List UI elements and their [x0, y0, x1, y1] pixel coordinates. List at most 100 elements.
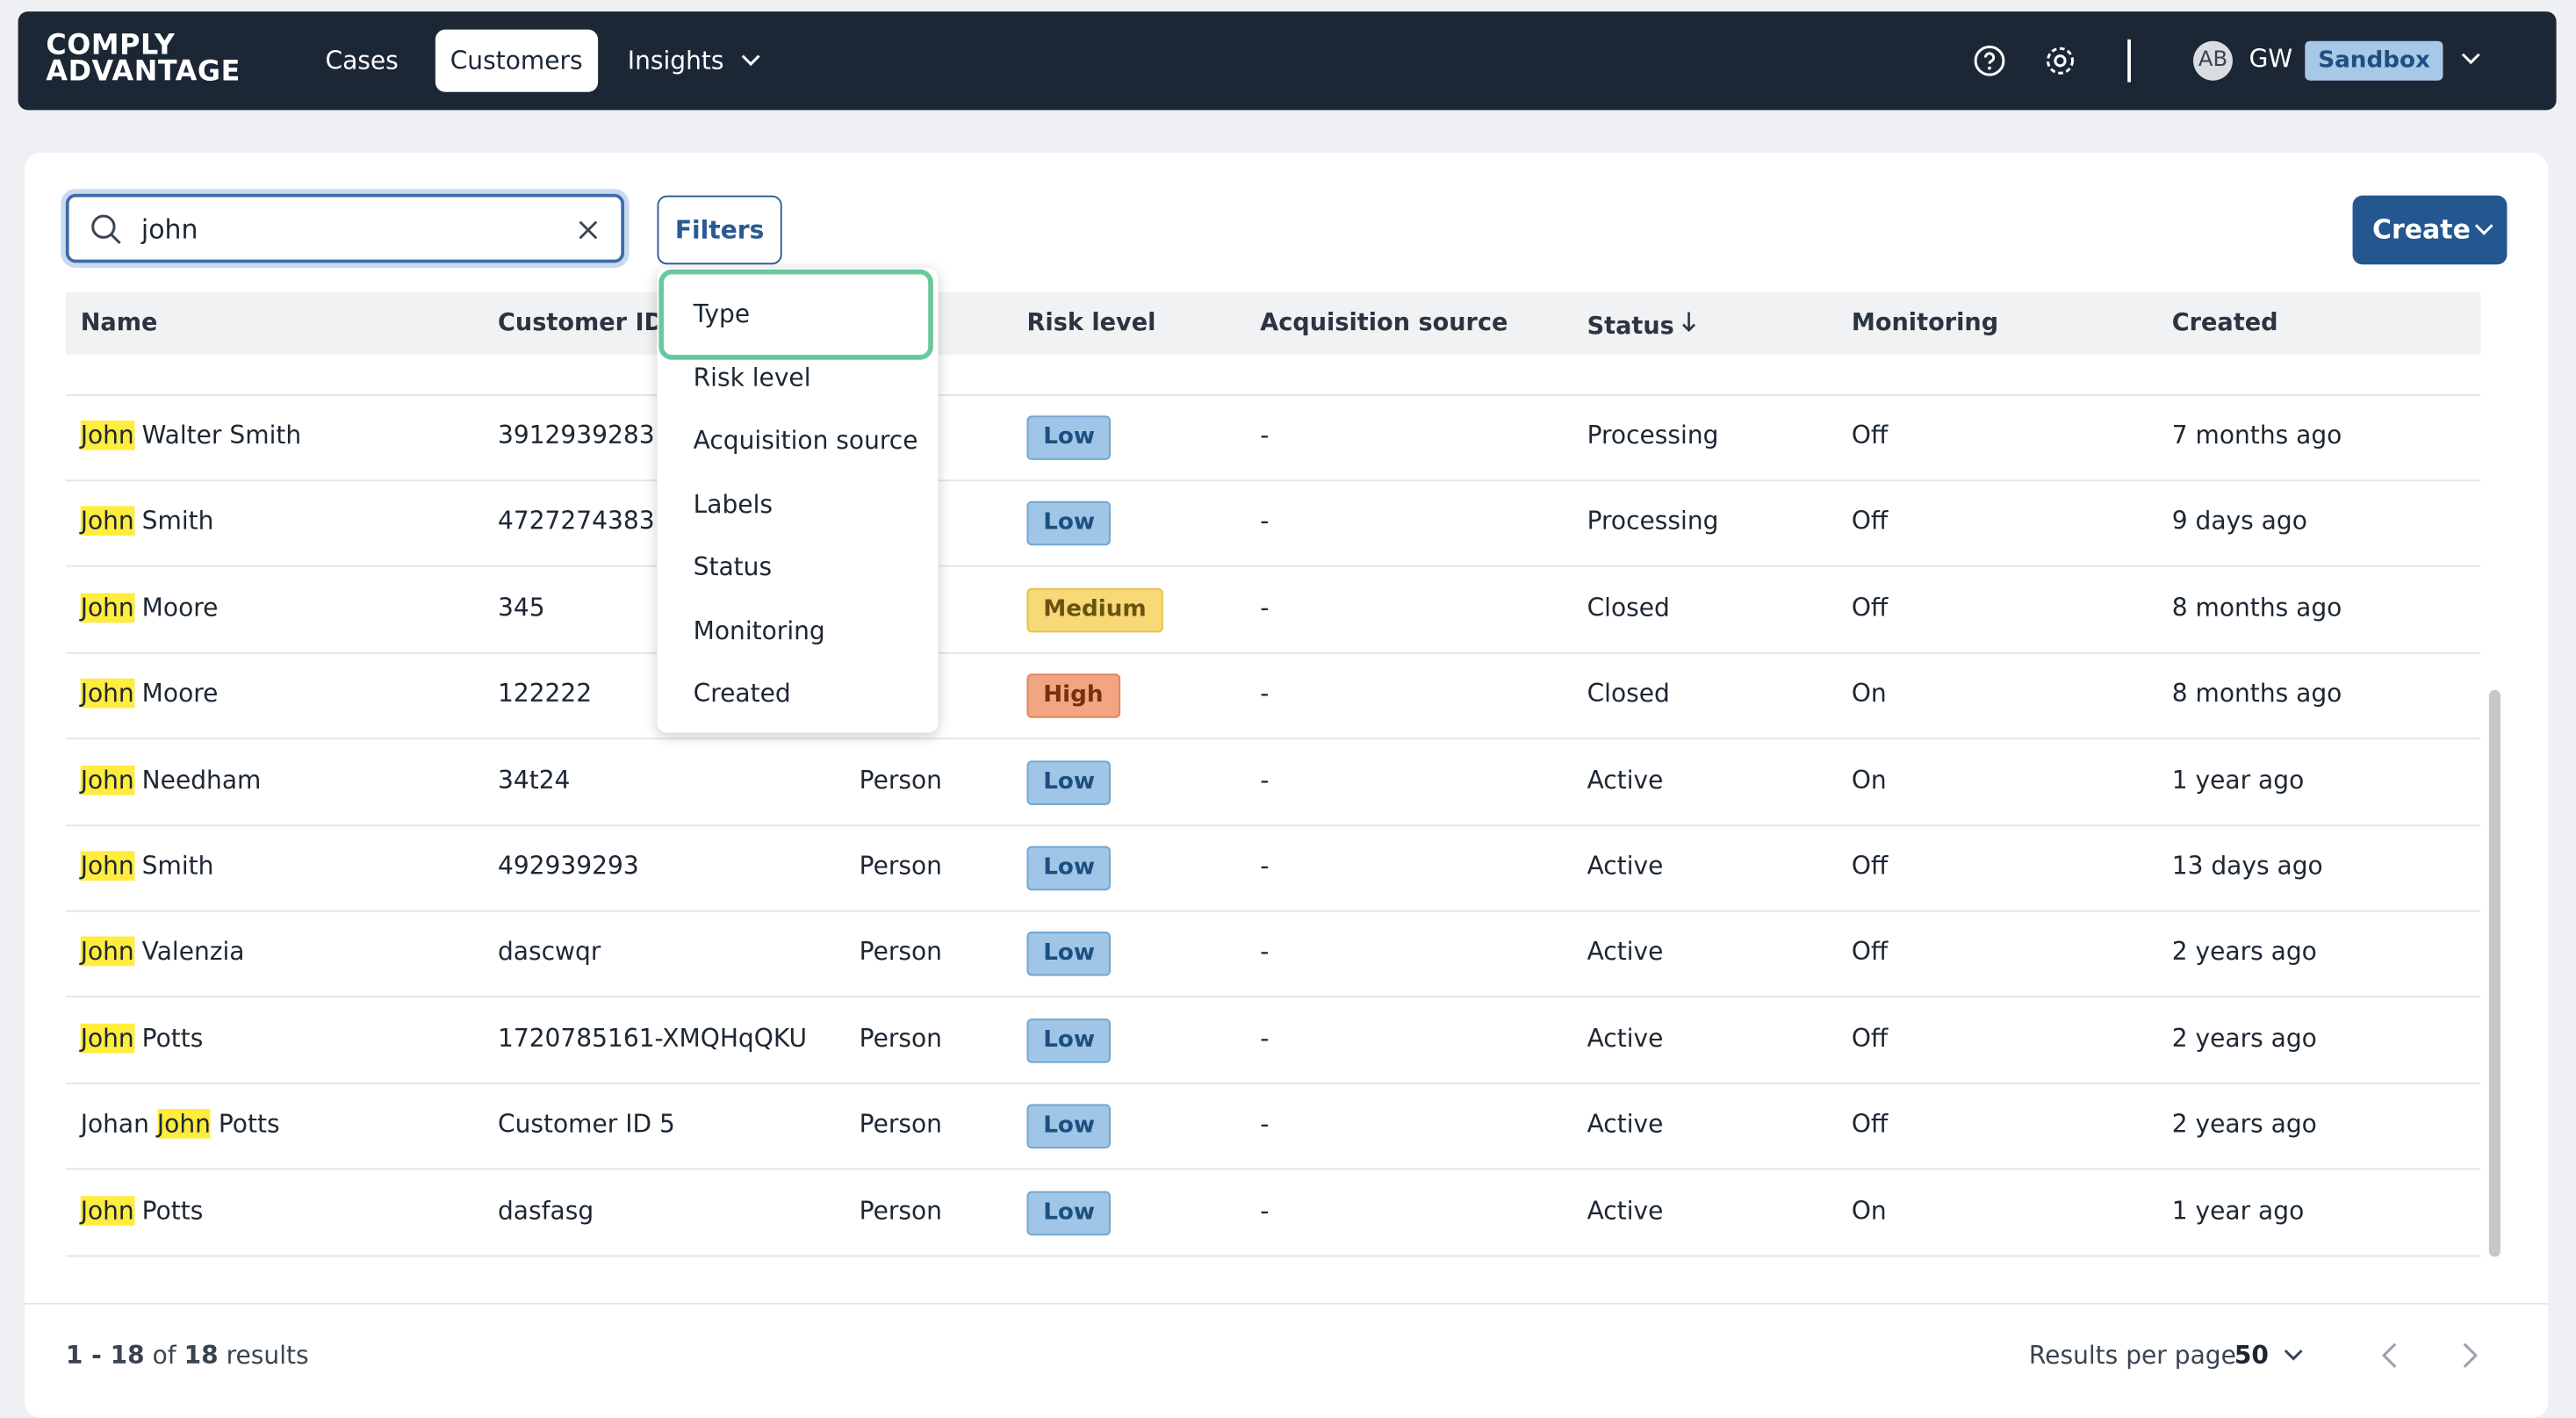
table-row[interactable]: Johan John Potts Customer ID 5 Person Low - A…	[65, 1083, 2481, 1170]
cell: Person	[859, 1023, 942, 1054]
filters-menu: Type Risk level Acquisition source Labels St…	[657, 268, 939, 733]
name-word: Smith	[229, 421, 302, 450]
name-word: Potts	[141, 1195, 204, 1226]
name-cell: John Potts	[80, 1195, 204, 1226]
column-header[interactable]: Name	[80, 310, 158, 337]
cell: dasfasg	[497, 1195, 594, 1226]
name-cell: John Smith	[80, 851, 214, 881]
risk-badge: Low	[1026, 1018, 1112, 1063]
column-header[interactable]: Customer ID	[497, 310, 665, 337]
name-word: Smith	[141, 851, 214, 881]
cell: dascwqr	[497, 937, 601, 967]
per-page-label: Results per page	[2028, 1340, 2236, 1371]
filter-option[interactable]: Status	[693, 551, 773, 582]
account-chevron[interactable]	[2459, 51, 2482, 68]
cell: 13 days ago	[2171, 851, 2323, 881]
filter-option[interactable]: Labels	[693, 488, 773, 519]
table-row[interactable]: John Moore 122222 High - Closed On 8 months ag…	[65, 652, 2481, 740]
cell: 1 year ago	[2171, 765, 2305, 795]
nav-item[interactable]: Insights	[613, 30, 776, 92]
cell: Closed	[1587, 593, 1670, 623]
name-match: John	[80, 765, 134, 795]
name-match: John	[80, 937, 134, 967]
per-page-value[interactable]: 50	[2234, 1340, 2269, 1371]
name-word: Moore	[141, 593, 219, 623]
range: 1 - 18	[65, 1340, 145, 1371]
cell: 1 year ago	[2171, 1195, 2305, 1226]
insights-chevron	[741, 54, 759, 67]
cell: Off	[1851, 507, 1889, 536]
sort-arrow	[1682, 312, 1696, 332]
cell: On	[1851, 1195, 1887, 1226]
name-match: John	[80, 1023, 134, 1054]
cell: Active	[1587, 765, 1664, 795]
filter-option[interactable]: Created	[693, 678, 791, 709]
table-row[interactable]: John Moore 345 Medium - Closed Off 8 months ag…	[65, 566, 2481, 654]
table-row[interactable]: John Walter Smith 3912939283 Low - Processin…	[65, 394, 2481, 482]
settings-icon[interactable]	[2044, 45, 2076, 77]
cell: Active	[1587, 851, 1664, 881]
column-header[interactable]: Monitoring	[1851, 310, 1999, 337]
selected-outline	[658, 269, 933, 360]
results: results	[226, 1340, 309, 1371]
env-badge: Sandbox	[2305, 40, 2443, 81]
cell: 2 years ago	[2171, 1109, 2317, 1140]
avatar[interactable]: AB	[2193, 40, 2233, 81]
cell: On	[1851, 765, 1887, 795]
nav-item[interactable]: Customers	[435, 29, 598, 92]
filter-option[interactable]: Acquisition source	[693, 425, 918, 456]
column-header[interactable]: Status	[1587, 311, 1697, 340]
name-cell: John Moore	[80, 593, 219, 623]
name-word: Smith	[141, 507, 214, 536]
logo[interactable]: COMPLY ADVANTAGE	[46, 32, 240, 86]
table-row[interactable]: John Needham 34t24 Person Low - Active On 1 yea…	[65, 738, 2481, 826]
scrollbar[interactable]	[2488, 689, 2500, 1257]
table-row[interactable]: John Potts dasfasg Person Low - Active On 1 yea…	[65, 1170, 2481, 1256]
table-row[interactable]: John Smith 492939293 Person Low - Active Off 13…	[65, 824, 2481, 912]
user-initials: GW	[2249, 44, 2293, 75]
name-match: John	[80, 1195, 134, 1226]
risk-badge: Low	[1026, 1190, 1112, 1235]
cell: -	[1260, 679, 1270, 709]
table-row[interactable]: John Smith 4727274383 Low - Processing Off 9 d…	[65, 480, 2481, 568]
next-page[interactable]	[2461, 1341, 2480, 1371]
risk-badge: Low	[1026, 501, 1112, 546]
help-icon[interactable]	[1973, 45, 2005, 77]
cell: 8 months ago	[2171, 679, 2342, 709]
name-cell: John Walter Smith	[80, 421, 302, 450]
risk-badge: Low	[1026, 1104, 1112, 1149]
table-row[interactable]: John Valenzia dascwqr Person Low - Active Off 2…	[65, 911, 2481, 998]
cell: 2 years ago	[2171, 937, 2317, 967]
name-cell: Johan John Potts	[81, 1109, 280, 1140]
name-word: Moore	[141, 679, 219, 709]
filter-option[interactable]: Risk level	[693, 362, 811, 392]
table-row[interactable]: John Potts 1720785161-XMQHqQKU Person Low - A…	[65, 997, 2481, 1084]
filter-option[interactable]: Monitoring	[693, 615, 825, 645]
cell: Person	[859, 1109, 942, 1140]
cell: 345	[497, 593, 545, 623]
cell: 9 days ago	[2171, 507, 2307, 536]
total: 18	[183, 1340, 219, 1371]
cell: Active	[1587, 937, 1664, 967]
risk-badge: High	[1026, 673, 1120, 719]
of: of	[152, 1340, 176, 1371]
cell: -	[1260, 1195, 1270, 1226]
per-page-chevron[interactable]	[2282, 1347, 2305, 1364]
cell: Person	[859, 1195, 942, 1226]
clear-icon[interactable]	[579, 220, 598, 240]
filter-option-selected[interactable]: Type	[693, 299, 751, 329]
column-header[interactable]: Created	[2171, 310, 2278, 337]
cell: Person	[859, 937, 942, 967]
column-header[interactable]: Acquisition source	[1260, 310, 1508, 337]
cell: On	[1851, 679, 1887, 709]
nav-item[interactable]: Cases	[325, 46, 399, 76]
search-box[interactable]: john	[65, 193, 625, 263]
create-button[interactable]: Create	[2352, 195, 2508, 265]
prev-page[interactable]	[2378, 1341, 2398, 1371]
column-header[interactable]: Risk level	[1026, 310, 1156, 337]
cell: -	[1260, 1109, 1270, 1140]
filters-button[interactable]: Filters	[657, 195, 782, 265]
divider	[2127, 39, 2131, 83]
name-match: John	[80, 421, 134, 450]
